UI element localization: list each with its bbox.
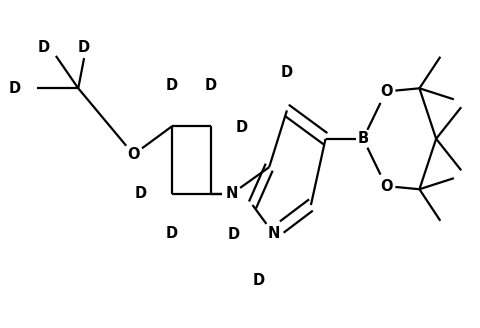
Text: O: O: [379, 178, 392, 194]
Text: B: B: [357, 131, 368, 146]
Text: D: D: [227, 227, 240, 242]
Text: O: O: [379, 84, 392, 99]
Text: D: D: [236, 120, 248, 135]
Text: D: D: [166, 226, 178, 241]
Text: D: D: [204, 78, 216, 92]
Text: N: N: [225, 186, 237, 201]
Text: D: D: [280, 65, 292, 80]
Text: D: D: [134, 186, 146, 201]
Text: D: D: [166, 78, 178, 92]
Text: D: D: [252, 273, 264, 288]
Text: D: D: [9, 81, 21, 96]
Text: O: O: [127, 147, 140, 162]
Text: D: D: [77, 40, 89, 55]
Text: D: D: [38, 40, 50, 55]
Text: N: N: [266, 226, 279, 241]
